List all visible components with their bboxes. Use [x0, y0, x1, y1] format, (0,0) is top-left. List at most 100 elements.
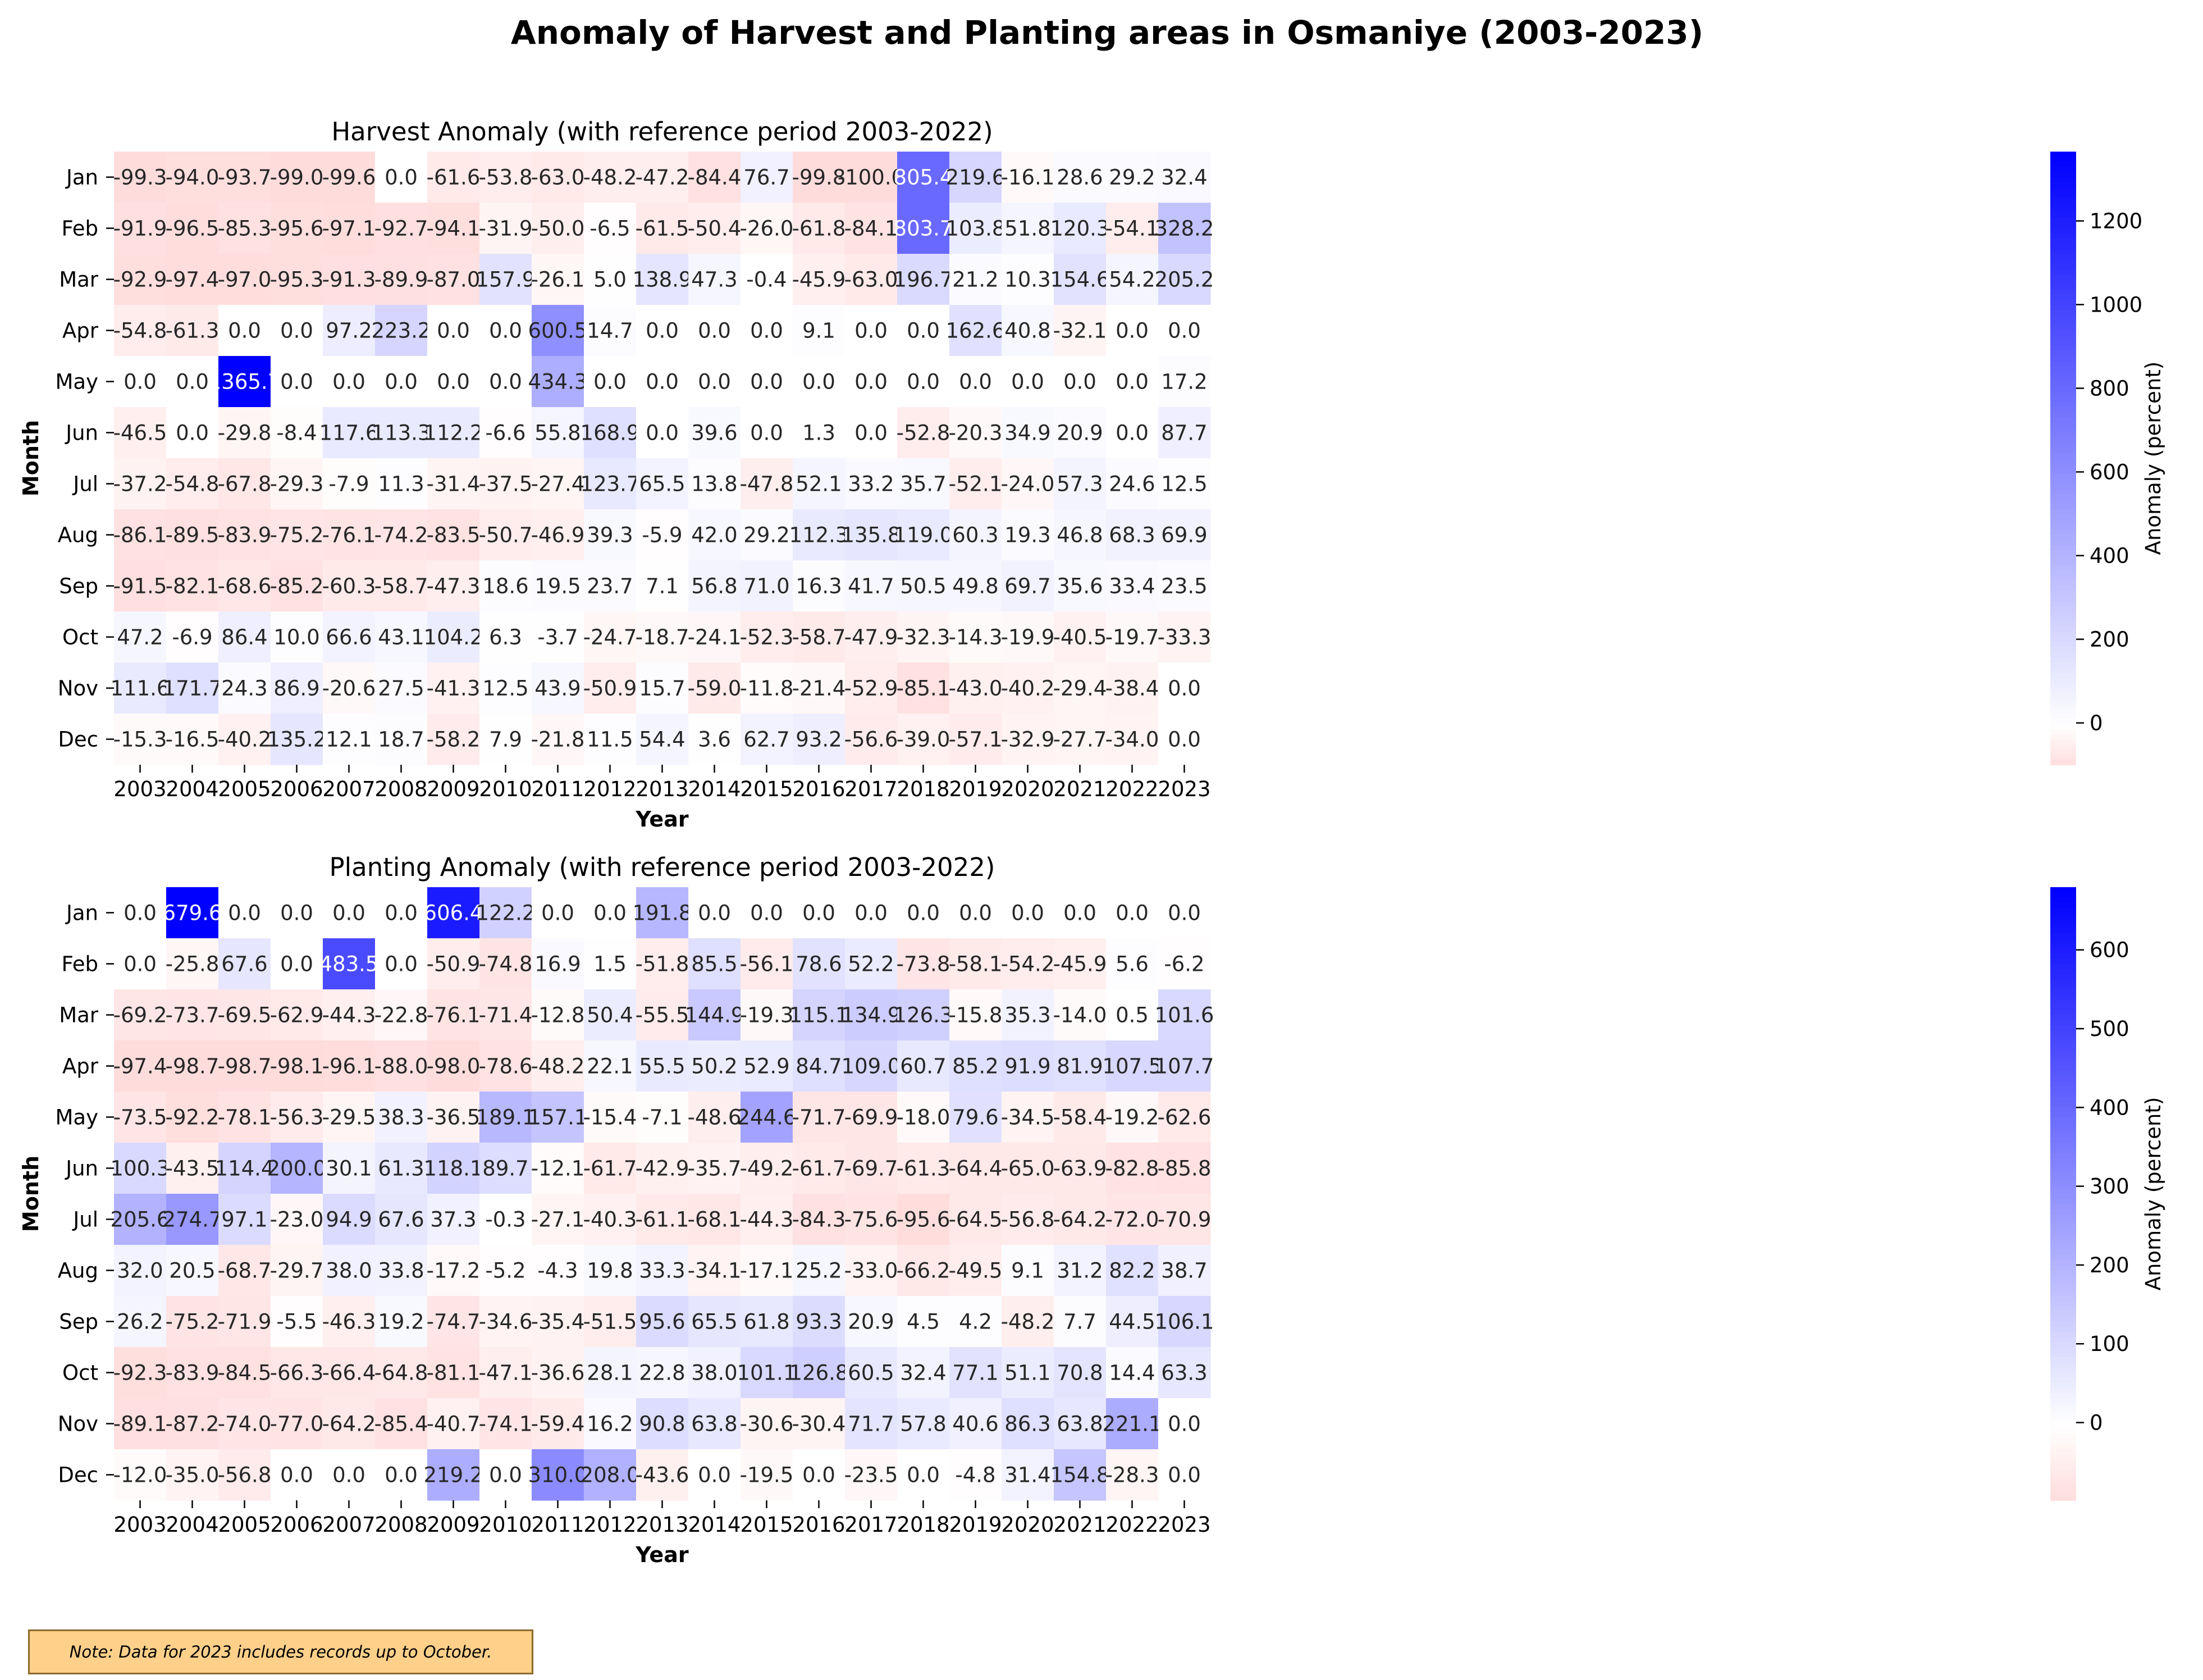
y-tick-label: Feb — [61, 952, 98, 976]
colorbar-segment — [2050, 340, 2076, 346]
heatmap-cell — [375, 560, 428, 612]
heatmap-cell — [1054, 305, 1107, 357]
x-tick-label: 2021 — [1053, 1513, 1106, 1537]
cell-value-label: 606.4 — [424, 901, 483, 925]
colorbar-segment — [2050, 1255, 2076, 1261]
colorbar-segment — [2050, 1040, 2076, 1047]
colorbar-segment — [2050, 248, 2076, 254]
cell-value-label: 84.7 — [796, 1054, 842, 1079]
cell-value-label: -78.6 — [479, 1054, 533, 1079]
cell-value-label: -69.5 — [218, 1003, 272, 1028]
heatmap-cell — [949, 1245, 1002, 1296]
cell-value-label: -34.1 — [688, 1259, 742, 1283]
colorbar-segment — [2050, 964, 2076, 970]
colorbar-segment — [2050, 412, 2076, 418]
colorbar-segment — [2050, 994, 2076, 1001]
colorbar-segment — [2050, 1306, 2076, 1312]
cell-value-label: 86.3 — [1004, 1412, 1050, 1436]
heatmap-cell — [427, 305, 480, 357]
cell-value-label: 107.7 — [1155, 1054, 1214, 1079]
heatmap-cell — [427, 611, 480, 663]
heatmap-cell — [741, 611, 793, 663]
heatmap-cell — [1158, 1398, 1211, 1450]
heatmap-cell — [1002, 509, 1054, 561]
heatmap-cell — [1106, 611, 1159, 663]
heatmap-cell — [1002, 1194, 1054, 1245]
heatmap-panel-2: Planting Anomaly (with reference period … — [19, 852, 2165, 1567]
heatmap-cell — [1002, 938, 1054, 990]
cell-value-label: -12.8 — [531, 1003, 585, 1028]
colorbar-segment — [2050, 668, 2076, 674]
heatmap-cell — [1002, 254, 1054, 305]
colorbar-segment — [2050, 673, 2076, 679]
cell-value-label: 42.0 — [691, 523, 737, 547]
heatmap-cell — [897, 509, 950, 561]
heatmap-cell — [793, 989, 845, 1041]
cell-value-label: -38.4 — [1105, 677, 1159, 701]
x-tick-label: 2013 — [636, 777, 688, 801]
heatmap-cell — [845, 1449, 898, 1501]
cell-value-label: 0.0 — [280, 370, 313, 394]
colorbar-segment — [2050, 254, 2076, 260]
heatmap-cell — [532, 663, 584, 714]
cell-value-label: -30.4 — [792, 1412, 846, 1436]
colorbar-segment — [2050, 172, 2076, 178]
heatmap-cell — [114, 989, 167, 1041]
colorbar-segment — [2050, 1296, 2076, 1302]
cell-value-label: 90.8 — [639, 1412, 685, 1436]
cell-value-label: -24.1 — [688, 626, 742, 650]
heatmap-cell — [1106, 887, 1159, 939]
cell-value-label: 67.6 — [378, 1208, 424, 1232]
cell-value-label: 135.2 — [267, 728, 327, 752]
heatmap-cell — [375, 1296, 428, 1348]
cell-value-label: 0.0 — [1063, 370, 1096, 394]
colorbar-segment — [2050, 1219, 2076, 1225]
heatmap-cell — [1106, 938, 1159, 990]
cell-value-label: 162.6 — [946, 319, 1005, 343]
cell-value-label: 19.8 — [587, 1259, 633, 1283]
x-tick-label: 2010 — [479, 777, 532, 801]
cell-value-label: 171.7 — [163, 677, 222, 701]
colorbar-segment — [2050, 1015, 2076, 1021]
heatmap-cell — [427, 356, 480, 408]
cell-value-label: -73.7 — [166, 1003, 220, 1028]
heatmap-cell — [584, 356, 637, 408]
cell-value-label: -61.6 — [427, 166, 481, 190]
cell-value-label: 69.9 — [1161, 523, 1207, 547]
heatmap-cell — [375, 203, 428, 254]
colorbar-segment — [2050, 1387, 2076, 1394]
heatmap-cell — [271, 407, 323, 459]
colorbar-segment — [2050, 647, 2076, 653]
heatmap-cell — [271, 714, 323, 765]
heatmap-cell — [949, 714, 1002, 765]
cell-value-label: 60.7 — [900, 1054, 946, 1079]
colorbar-segment — [2050, 422, 2076, 428]
cell-value-label: 94.9 — [326, 1208, 372, 1232]
heatmap-cell — [636, 1143, 689, 1194]
cell-value-label: -27.1 — [531, 1208, 585, 1232]
colorbar-segment — [2050, 606, 2076, 612]
heatmap-cell — [479, 1194, 532, 1245]
cell-value-label: -62.6 — [1158, 1106, 1212, 1130]
heatmap-cell — [323, 356, 376, 408]
heatmap-cell — [949, 1194, 1002, 1245]
cell-value-label: 40.8 — [1004, 319, 1050, 343]
cell-value-label: 37.3 — [430, 1208, 476, 1232]
heatmap-cell — [897, 887, 950, 939]
cell-value-label: -45.9 — [792, 268, 846, 292]
cell-value-label: -3.7 — [537, 626, 578, 650]
heatmap-cell — [741, 1194, 793, 1245]
heatmap-cell — [845, 1194, 898, 1245]
cell-value-label: -94.0 — [166, 166, 220, 190]
y-tick-label: Aug — [58, 523, 98, 547]
cell-value-label: 0.0 — [124, 952, 157, 976]
cell-value-label: 0.0 — [802, 370, 835, 394]
heatmap-cell — [1054, 1092, 1107, 1143]
cell-value-label: -83.5 — [427, 523, 481, 547]
heatmap-cell — [845, 509, 898, 561]
cell-value-label: -48.2 — [583, 166, 637, 190]
cell-value-label: 0.0 — [1116, 421, 1149, 445]
cell-value-label: 0.0 — [593, 901, 627, 925]
cell-value-label: -14.3 — [949, 626, 1003, 650]
colorbar-segment — [2050, 1168, 2076, 1174]
